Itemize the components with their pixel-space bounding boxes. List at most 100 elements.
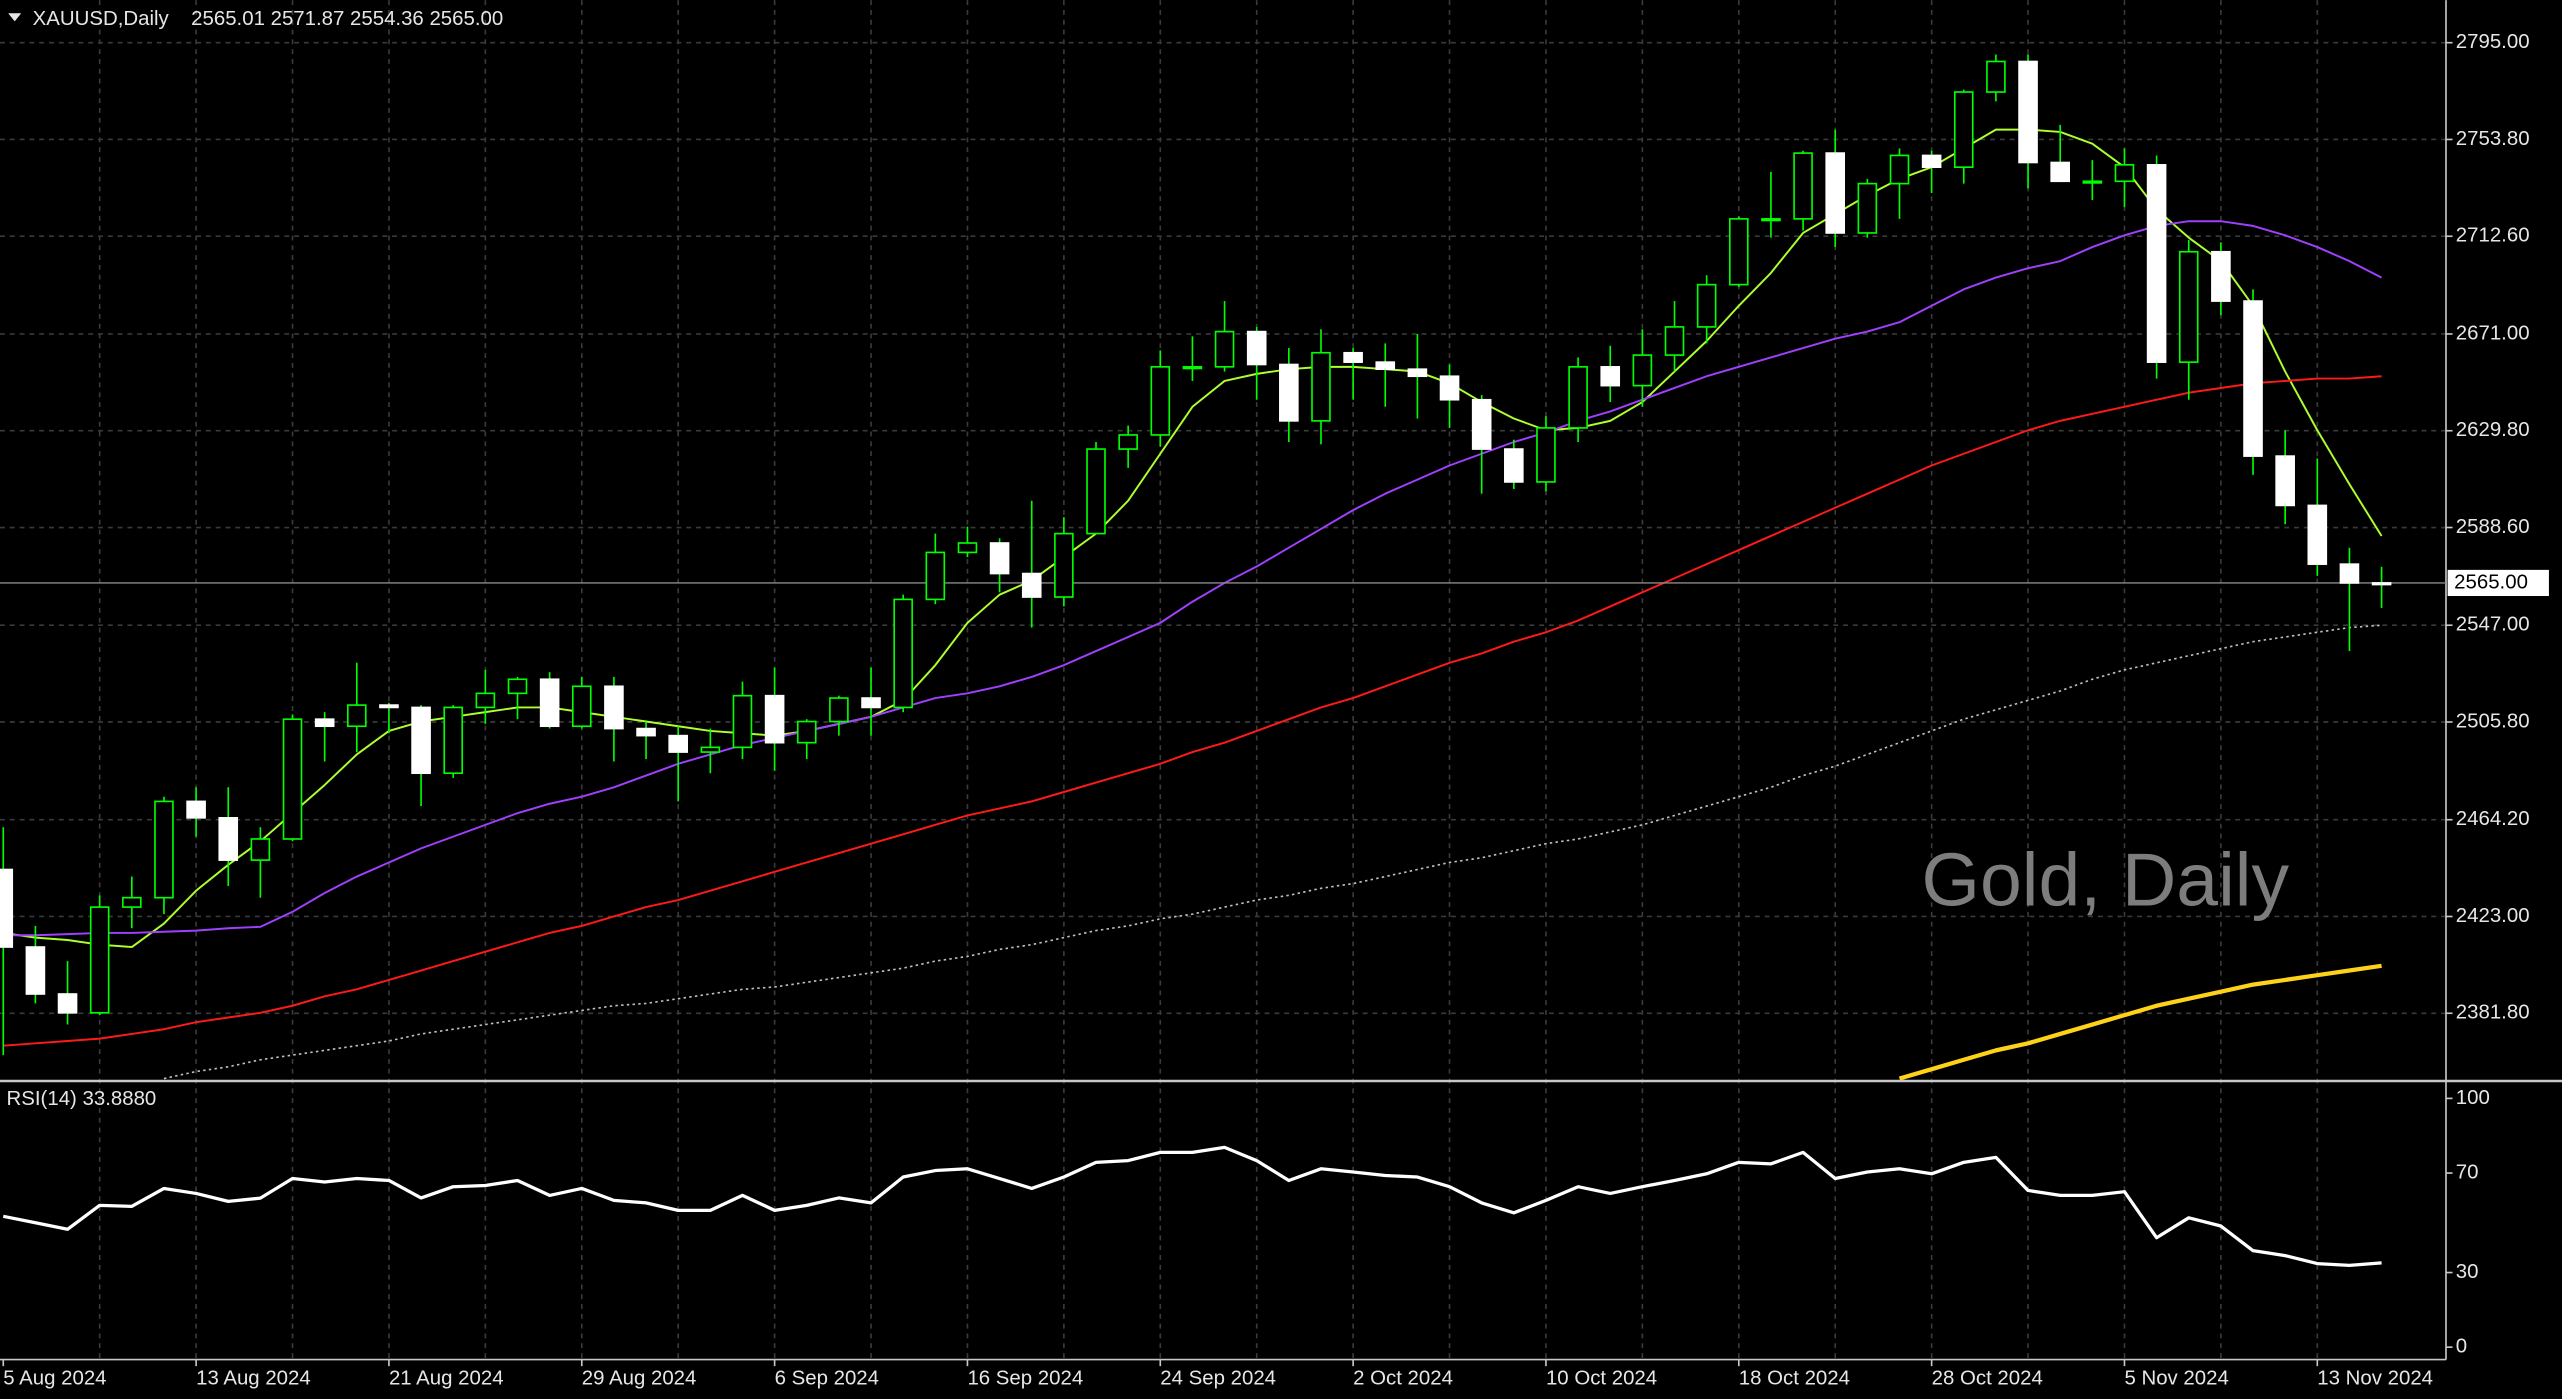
candle-body: [2211, 250, 2231, 302]
candle-body: [1664, 326, 1685, 356]
candle-body: [1728, 218, 1749, 286]
candle-body: [1471, 398, 1492, 450]
candle-body: [1761, 218, 1781, 222]
candle-body: [89, 906, 110, 1014]
price-label: 2565.00: [2454, 571, 2528, 593]
x-tick-label: 21 Aug 2024: [389, 1368, 504, 1390]
y-tick-label: 2505.80: [2456, 710, 2530, 732]
y-tick-label: 2712.60: [2456, 225, 2530, 247]
candle-body: [1632, 354, 1653, 387]
candle-body: [1953, 91, 1974, 169]
x-tick-label: 5 Nov 2024: [2124, 1368, 2228, 1390]
candle-body: [1182, 366, 1203, 370]
y-tick-label: 2795.00: [2456, 31, 2530, 53]
candle-body: [1696, 283, 1717, 328]
candle-body: [443, 706, 464, 775]
line-series: [3, 128, 2383, 949]
y-tick-label: 2423.00: [2456, 905, 2530, 927]
candle-body: [1793, 152, 1813, 220]
candle-body: [2050, 161, 2070, 183]
candle-body: [1118, 434, 1138, 450]
candle-body: [1150, 366, 1171, 436]
candle-body: [507, 678, 528, 695]
candle-body: [1343, 351, 1363, 363]
candle-body: [861, 697, 881, 709]
candle-body: [218, 817, 239, 861]
ohlc-label: 2565.01 2571.87 2554.36 2565.00: [191, 8, 503, 30]
candle-body: [314, 718, 335, 728]
candle-body: [957, 542, 978, 554]
candle-body: [925, 551, 946, 601]
candle-body: [829, 697, 849, 723]
candle-body: [2082, 180, 2103, 184]
candle-body: [732, 694, 753, 749]
candle-body: [1407, 368, 1428, 378]
x-tick-label: 28 Oct 2024: [1932, 1368, 2043, 1390]
x-tick-label: 29 Aug 2024: [582, 1368, 697, 1390]
candle-body: [2018, 60, 2038, 164]
line-series: [1898, 963, 2382, 1081]
candle-body: [2114, 164, 2135, 183]
candle-body: [893, 598, 913, 709]
candle-body: [1825, 152, 1846, 234]
candle-body: [1086, 448, 1106, 535]
candle-body: [2178, 250, 2199, 363]
candle-body: [0, 868, 14, 948]
candle-body: [1021, 572, 1042, 598]
candle-body: [122, 896, 142, 908]
candle-body: [154, 800, 174, 899]
y-tick-label: 0: [2456, 1336, 2467, 1358]
indicator-title: RSI(14) 33.8880: [7, 1088, 157, 1110]
plot-area: [0, 54, 2446, 1081]
line-series: [3, 375, 2382, 1047]
candle-body: [571, 685, 592, 728]
candle-body: [1889, 154, 1910, 185]
x-tick-label: 18 Oct 2024: [1739, 1368, 1850, 1390]
candle-body: [475, 692, 496, 709]
line-series: [3, 220, 2383, 937]
candle-body: [764, 694, 785, 744]
candle-body: [1600, 366, 1621, 387]
candle-body: [1311, 351, 1331, 422]
candle-body: [411, 706, 431, 775]
x-tick-label: 10 Oct 2024: [1546, 1368, 1657, 1390]
y-tick-label: 2381.80: [2456, 1002, 2530, 1024]
candle-body: [1439, 375, 1460, 401]
line-series: [2, 1145, 2382, 1267]
y-tick-label: 2547.00: [2456, 614, 2530, 636]
candle-body: [1857, 182, 1878, 234]
candle-body: [186, 800, 206, 819]
candle-body: [57, 993, 78, 1014]
y-tick-label: 70: [2456, 1161, 2479, 1183]
candle-body: [379, 704, 399, 709]
candle-body: [604, 685, 624, 730]
candle-body: [2307, 504, 2328, 565]
candle-body: [796, 720, 817, 744]
x-tick-label: 13 Nov 2024: [2317, 1368, 2433, 1390]
candle-body: [1375, 361, 1396, 371]
candle-body: [1246, 330, 1267, 366]
y-tick-label: 100: [2456, 1087, 2490, 1109]
candle-body: [346, 704, 367, 728]
y-tick-label: 2671.00: [2456, 322, 2530, 344]
candle-body: [2146, 164, 2167, 363]
candle-body: [282, 718, 303, 840]
candle-body: [1054, 532, 1074, 598]
candle-body: [1279, 363, 1299, 422]
candle-body: [2371, 582, 2392, 586]
price-label-box: [2447, 569, 2549, 597]
candle-body: [1536, 427, 1556, 483]
watermark: Gold, Daily: [1922, 838, 2290, 922]
y-tick-label: 2753.80: [2456, 128, 2530, 150]
x-tick-label: 24 Sep 2024: [1160, 1368, 1276, 1390]
x-tick-label: 2 Oct 2024: [1353, 1368, 1453, 1390]
candle-body: [1921, 154, 1942, 169]
y-tick-label: 30: [2456, 1261, 2479, 1283]
candle-body: [1504, 448, 1524, 483]
x-tick-label: 5 Aug 2024: [3, 1368, 106, 1390]
x-tick-label: 13 Aug 2024: [196, 1368, 311, 1390]
candle-body: [2275, 455, 2295, 507]
candle-body: [1214, 330, 1235, 368]
candle-body: [25, 946, 46, 995]
